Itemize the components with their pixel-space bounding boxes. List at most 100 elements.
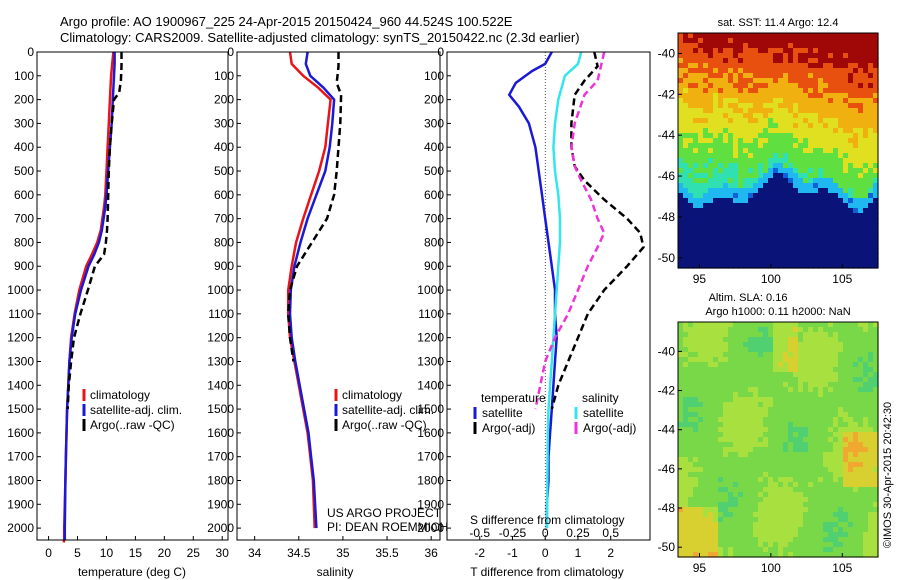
heatmap-cell bbox=[853, 153, 859, 159]
heatmap-cell bbox=[688, 497, 694, 503]
heatmap-cell bbox=[693, 377, 699, 383]
heatmap-cell bbox=[678, 337, 684, 343]
heatmap-cell bbox=[838, 387, 844, 393]
heatmap-cell bbox=[793, 63, 799, 69]
heatmap-cell bbox=[748, 337, 754, 343]
heatmap-cell bbox=[778, 517, 784, 523]
heatmap-cell bbox=[813, 183, 819, 189]
heatmap-cell bbox=[788, 377, 794, 383]
heatmap-cell bbox=[838, 143, 844, 149]
heatmap-cell bbox=[868, 123, 874, 129]
heatmap-cell bbox=[828, 342, 834, 348]
heatmap-cell bbox=[693, 367, 699, 373]
heatmap-cell bbox=[713, 517, 719, 523]
heatmap-cell bbox=[708, 407, 714, 413]
heatmap-cell bbox=[818, 188, 824, 194]
heatmap-cell bbox=[803, 417, 809, 423]
heatmap-cell bbox=[843, 168, 849, 174]
heatmap-cell bbox=[738, 153, 744, 159]
heatmap-cell bbox=[858, 243, 864, 249]
heatmap-cell bbox=[723, 153, 729, 159]
heatmap-cell bbox=[783, 68, 789, 74]
heatmap-cell bbox=[733, 392, 739, 398]
heatmap-cell bbox=[798, 258, 804, 264]
heatmap-cell bbox=[713, 427, 719, 433]
heatmap-cell bbox=[828, 88, 834, 94]
heatmap-cell bbox=[703, 392, 709, 398]
heatmap-cell bbox=[683, 108, 689, 114]
heatmap-cell bbox=[873, 183, 879, 189]
heatmap-cell bbox=[743, 377, 749, 383]
heatmap-cell bbox=[793, 228, 799, 234]
heatmap-cell bbox=[763, 148, 769, 154]
heatmap-cell bbox=[698, 502, 704, 508]
heatmap-cell bbox=[693, 482, 699, 488]
heatmap-cell bbox=[708, 332, 714, 338]
heatmap-cell bbox=[793, 123, 799, 129]
heatmap-cell bbox=[703, 253, 709, 259]
heatmap-cell bbox=[773, 532, 779, 538]
heatmap-cell bbox=[718, 452, 724, 458]
heatmap-cell bbox=[818, 63, 824, 69]
heatmap-cell bbox=[758, 462, 764, 468]
heatmap-cell bbox=[833, 173, 839, 179]
heatmap-cell bbox=[748, 38, 754, 44]
heatmap-cell bbox=[853, 178, 859, 184]
heatmap-cell bbox=[683, 263, 689, 269]
heatmap-cell bbox=[678, 223, 684, 229]
heatmap-cell bbox=[868, 537, 874, 543]
heatmap-cell bbox=[858, 387, 864, 393]
heatmap-cell bbox=[693, 253, 699, 259]
heatmap-cell bbox=[743, 248, 749, 254]
heatmap-cell bbox=[873, 337, 879, 343]
heatmap-cell bbox=[743, 462, 749, 468]
heatmap-cell bbox=[838, 123, 844, 129]
heatmap-cell bbox=[688, 417, 694, 423]
heatmap-cell bbox=[868, 138, 874, 144]
heatmap-cell bbox=[753, 108, 759, 114]
heatmap-cell bbox=[728, 462, 734, 468]
heatmap-cell bbox=[823, 522, 829, 528]
heatmap-cell bbox=[843, 432, 849, 438]
heatmap-cell bbox=[788, 153, 794, 159]
heatmap-cell bbox=[813, 48, 819, 54]
heatmap-cell bbox=[848, 432, 854, 438]
heatmap-cell bbox=[853, 203, 859, 209]
heatmap-cell bbox=[778, 392, 784, 398]
heatmap-cell bbox=[733, 63, 739, 69]
heatmap-cell bbox=[818, 532, 824, 538]
heatmap-cell bbox=[803, 103, 809, 109]
heatmap-cell bbox=[733, 337, 739, 343]
heatmap-cell bbox=[748, 417, 754, 423]
heatmap-cell bbox=[818, 243, 824, 249]
heatmap-cell bbox=[678, 33, 684, 39]
heatmap-cell bbox=[718, 163, 724, 169]
heatmap-cell bbox=[813, 98, 819, 104]
heatmap-cell bbox=[788, 342, 794, 348]
heatmap-cell bbox=[808, 382, 814, 388]
heatmap-cell bbox=[683, 402, 689, 408]
heatmap-cell bbox=[763, 442, 769, 448]
heatmap-cell bbox=[733, 223, 739, 229]
heatmap-cell bbox=[773, 442, 779, 448]
series-line-2-1 bbox=[545, 51, 583, 529]
heatmap-cell bbox=[728, 347, 734, 353]
heatmap-cell bbox=[748, 322, 754, 328]
heatmap-cell bbox=[688, 382, 694, 388]
heatmap-cell bbox=[723, 507, 729, 513]
heatmap-cell bbox=[733, 512, 739, 518]
heatmap-cell bbox=[718, 477, 724, 483]
heatmap-cell bbox=[703, 183, 709, 189]
heatmap-cell bbox=[728, 53, 734, 59]
heatmap-cell bbox=[853, 442, 859, 448]
heatmap-cell bbox=[723, 163, 729, 169]
heatmap-cell bbox=[688, 512, 694, 518]
heatmap-cell bbox=[783, 487, 789, 493]
heatmap-cell bbox=[708, 223, 714, 229]
heatmap-cell bbox=[758, 123, 764, 129]
heatmap-cell bbox=[798, 223, 804, 229]
legend-label: Argo(..raw -QC) bbox=[90, 418, 175, 432]
heatmap-cell bbox=[723, 253, 729, 259]
heatmap-cell bbox=[718, 98, 724, 104]
heatmap-cell bbox=[773, 98, 779, 104]
